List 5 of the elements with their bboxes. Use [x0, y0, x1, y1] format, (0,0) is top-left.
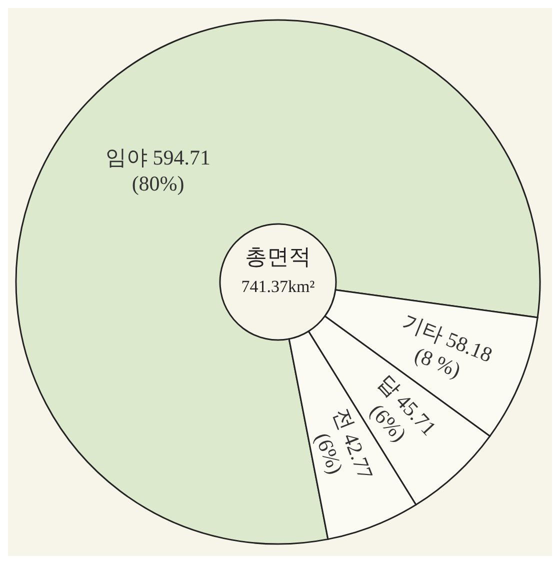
donut-slice — [16, 19, 541, 544]
text: 741.37km² — [240, 276, 316, 298]
slice-label: 기타 58.18 (8 %) — [399, 310, 496, 382]
text: 총면적 — [244, 243, 312, 271]
slice-label: 임야 594.71 (80%) — [106, 146, 211, 196]
